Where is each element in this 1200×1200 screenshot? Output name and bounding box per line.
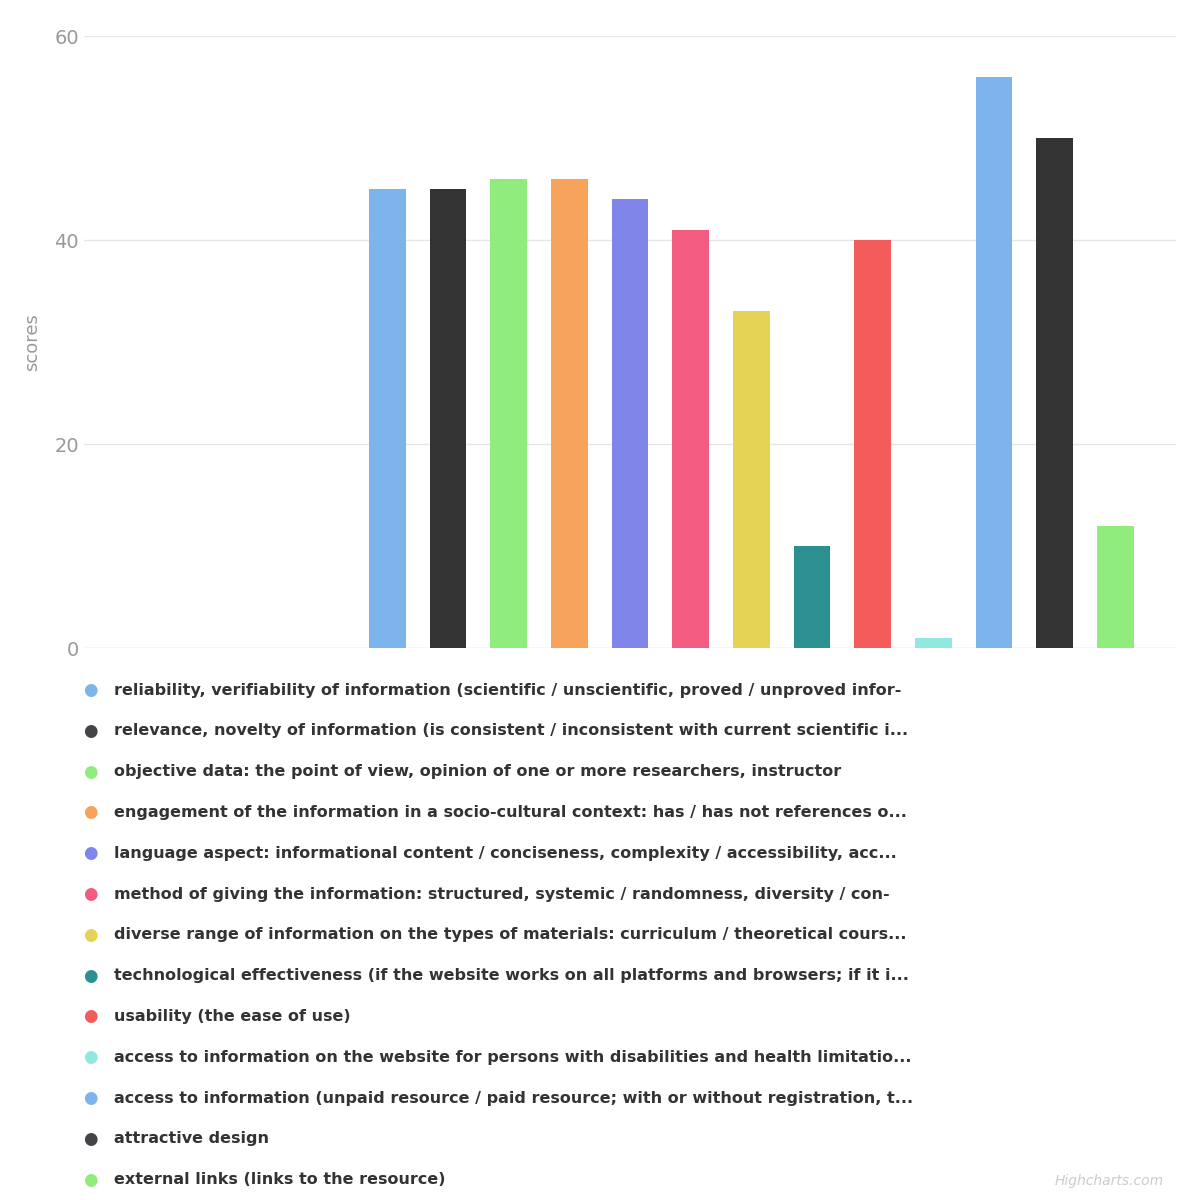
Text: ●: ● xyxy=(83,721,97,739)
Bar xyxy=(854,240,890,648)
Text: external links (links to the resource): external links (links to the resource) xyxy=(114,1172,445,1187)
Text: reliability, verifiability of information (scientific / unscientific, proved / u: reliability, verifiability of informatio… xyxy=(114,683,901,697)
Text: usability (the ease of use): usability (the ease of use) xyxy=(114,1009,350,1024)
Text: relevance, novelty of information (is consistent / inconsistent with current sci: relevance, novelty of information (is co… xyxy=(114,724,908,738)
Bar xyxy=(794,546,830,648)
Text: attractive design: attractive design xyxy=(114,1132,269,1146)
Bar xyxy=(1097,526,1134,648)
Text: ●: ● xyxy=(83,1171,97,1188)
Text: language aspect: informational content / conciseness, complexity / accessibility: language aspect: informational content /… xyxy=(114,846,896,860)
Text: Highcharts.com: Highcharts.com xyxy=(1055,1174,1164,1188)
Bar xyxy=(733,312,769,648)
Text: ●: ● xyxy=(83,680,97,698)
Text: ●: ● xyxy=(83,804,97,821)
Bar xyxy=(370,188,406,648)
Text: ●: ● xyxy=(83,1090,97,1106)
Text: ●: ● xyxy=(83,926,97,943)
Bar xyxy=(916,637,952,648)
Bar xyxy=(1037,138,1073,648)
Text: ●: ● xyxy=(83,1130,97,1147)
Bar xyxy=(612,199,648,648)
Text: ●: ● xyxy=(83,967,97,984)
Text: access to information (unpaid resource / paid resource; with or without registra: access to information (unpaid resource /… xyxy=(114,1091,913,1105)
Bar xyxy=(551,179,588,648)
Text: ●: ● xyxy=(83,1049,97,1067)
Text: technological effectiveness (if the website works on all platforms and browsers;: technological effectiveness (if the webs… xyxy=(114,968,908,983)
Bar xyxy=(491,179,527,648)
Bar xyxy=(672,229,709,648)
Text: ●: ● xyxy=(83,886,97,902)
Text: method of giving the information: structured, systemic / randomness, diversity /: method of giving the information: struct… xyxy=(114,887,889,901)
Bar xyxy=(976,77,1013,648)
Y-axis label: scores: scores xyxy=(23,313,41,371)
Text: objective data: the point of view, opinion of one or more researchers, instructo: objective data: the point of view, opini… xyxy=(114,764,841,779)
Text: ●: ● xyxy=(83,845,97,862)
Text: diverse range of information on the types of materials: curriculum / theoretical: diverse range of information on the type… xyxy=(114,928,906,942)
Text: access to information on the website for persons with disabilities and health li: access to information on the website for… xyxy=(114,1050,912,1064)
Text: ●: ● xyxy=(83,1008,97,1025)
Text: engagement of the information in a socio-cultural context: has / has not referen: engagement of the information in a socio… xyxy=(114,805,907,820)
Text: ●: ● xyxy=(83,763,97,781)
Bar xyxy=(430,188,466,648)
